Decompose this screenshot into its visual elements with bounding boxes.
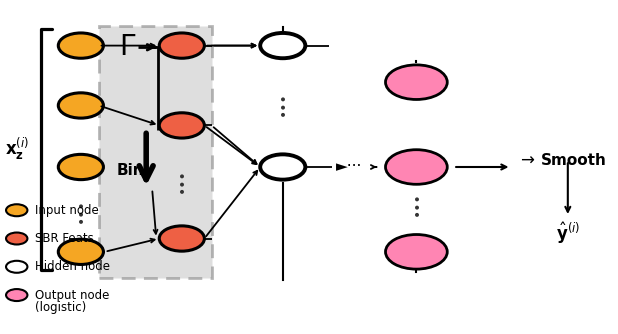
- Text: •••: •••: [409, 191, 423, 216]
- Circle shape: [58, 154, 103, 180]
- Circle shape: [6, 204, 27, 216]
- Circle shape: [159, 226, 205, 251]
- Text: Smooth: Smooth: [541, 153, 607, 168]
- Circle shape: [6, 232, 27, 244]
- Text: Input node: Input node: [35, 204, 98, 217]
- Circle shape: [58, 33, 103, 58]
- Circle shape: [159, 33, 205, 58]
- FancyBboxPatch shape: [99, 26, 211, 279]
- Text: Output node: Output node: [35, 289, 109, 302]
- Circle shape: [386, 65, 447, 100]
- Text: •••: •••: [74, 198, 88, 223]
- Circle shape: [159, 113, 205, 138]
- Circle shape: [6, 261, 27, 273]
- Circle shape: [6, 289, 27, 301]
- Text: $\mathbf{x}_\mathbf{z}^{(i)}$: $\mathbf{x}_\mathbf{z}^{(i)}$: [5, 136, 30, 162]
- Circle shape: [58, 93, 103, 118]
- Circle shape: [260, 33, 305, 58]
- Text: (logistic): (logistic): [35, 301, 86, 314]
- Text: •••: •••: [276, 92, 290, 116]
- Circle shape: [260, 154, 305, 180]
- Text: SBR Feats: SBR Feats: [35, 232, 93, 245]
- Circle shape: [386, 150, 447, 184]
- Text: Bin: Bin: [116, 163, 144, 178]
- Text: ►···: ►···: [336, 160, 363, 174]
- Circle shape: [386, 234, 447, 269]
- Text: •••: •••: [175, 168, 189, 193]
- Text: Hidden node: Hidden node: [35, 260, 109, 273]
- Text: $\Gamma$: $\Gamma$: [119, 34, 136, 61]
- Circle shape: [58, 239, 103, 265]
- Text: $\hat{\mathbf{y}}^{(i)}$: $\hat{\mathbf{y}}^{(i)}$: [556, 221, 580, 246]
- Text: →: →: [520, 151, 534, 169]
